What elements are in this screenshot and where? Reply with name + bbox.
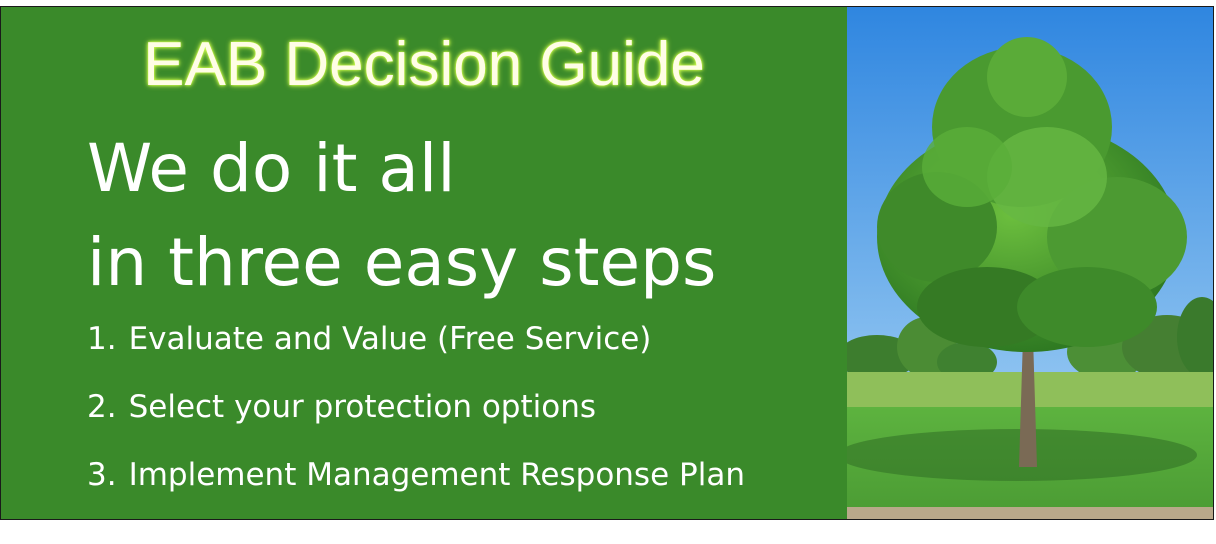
tree-canopy xyxy=(877,37,1187,352)
step-item: 3. Implement Management Response Plan xyxy=(87,455,745,495)
tree-photo xyxy=(847,7,1213,519)
step-number: 1. xyxy=(87,321,117,357)
step-number: 2. xyxy=(87,389,117,425)
tree-trunk xyxy=(1019,337,1037,467)
step-number: 3. xyxy=(87,457,117,493)
step-text: Select your protection options xyxy=(128,389,597,425)
tree-illustration xyxy=(847,7,1213,519)
step-item: 2. Select your protection options xyxy=(87,387,596,427)
headline-line-1: We do it all xyxy=(87,130,456,207)
step-text: Evaluate and Value (Free Service) xyxy=(128,321,652,357)
step-text: Implement Management Response Plan xyxy=(128,457,745,493)
path xyxy=(847,507,1213,519)
eab-banner: EAB Decision Guide We do it all in three… xyxy=(0,6,1214,520)
headline-line-2: in three easy steps xyxy=(87,224,717,301)
banner-title: EAB Decision Guide xyxy=(143,30,705,99)
green-text-panel: EAB Decision Guide We do it all in three… xyxy=(1,7,847,519)
step-item: 1. Evaluate and Value (Free Service) xyxy=(87,319,651,359)
